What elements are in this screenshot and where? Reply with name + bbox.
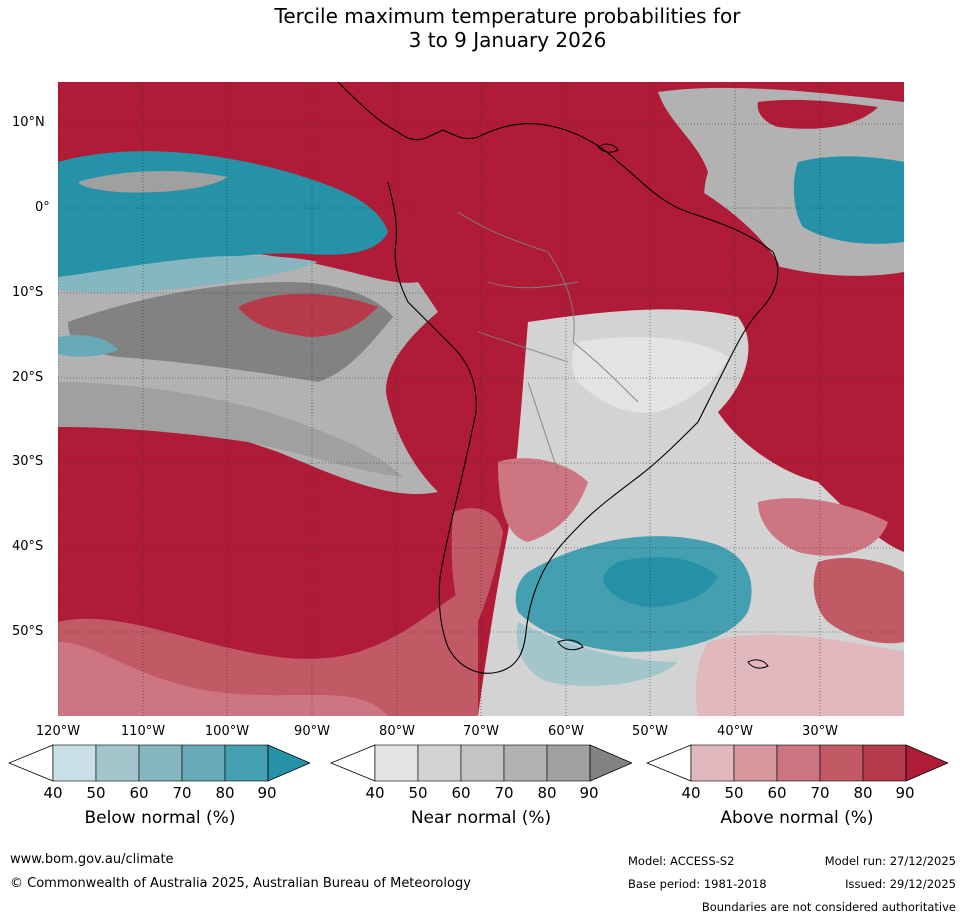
lat-label-10s: 10°S [12,285,44,300]
colorbar-segment-50 [417,744,462,782]
near-normal-lower-band [58,382,403,477]
near-tick-60: 60 [451,784,471,802]
near-normal-patch-north [78,170,228,193]
lat-label-0: 0° [35,200,50,215]
south-america-coastline [337,82,779,674]
colorbar-min-arrow [330,744,376,782]
colorbar-segment-60 [460,744,505,782]
below-normal-light-edge [516,622,678,686]
above-tick-70: 70 [810,784,830,802]
below-tick-80: 80 [215,784,235,802]
below-normal-pacific-edge [58,255,318,293]
near-tick-90: 90 [579,784,599,802]
colorbar-segment-40 [52,744,97,782]
near-tick-50: 50 [408,784,428,802]
below-tick-40: 40 [43,784,63,802]
below-normal-patch-west [58,335,118,357]
lat-label-10n: 10°N [12,115,45,130]
moderate-above-patagonia-west [451,508,503,632]
near-normal-colorbar [330,744,632,782]
light-above-region-southwest [58,642,388,716]
colorbar-segment-70 [181,744,226,782]
colorbar-segment-40 [690,744,735,782]
above-normal-colorbar [646,744,948,782]
above-tick-90: 90 [895,784,915,802]
lon-label-30w: 30°W [802,724,838,739]
above-tick-40: 40 [681,784,701,802]
lon-label-90w: 90°W [294,724,330,739]
boundaries-disclaimer: Boundaries are not considered authoritat… [701,900,956,914]
below-tick-50: 50 [86,784,106,802]
below-normal-north-atlantic [793,156,904,244]
lon-label-70w: 70°W [463,724,499,739]
below-normal-label: Below normal (%) [84,808,236,828]
country-borders [457,211,639,473]
near-tick-40: 40 [365,784,385,802]
above-normal-argentina [498,458,588,542]
near-tick-80: 80 [537,784,557,802]
above-tick-80: 80 [853,784,873,802]
above-normal-atlantic-patch [757,99,878,129]
colorbar-max-arrow [905,744,948,782]
issued-date: Issued: 29/12/2025 [845,877,956,891]
colorbar-segment-60 [138,744,183,782]
lat-label-50s: 50°S [12,624,44,639]
colorbar-segment-70 [503,744,548,782]
colorbar-segment-50 [95,744,140,782]
colorbar-max-arrow [589,744,632,782]
copyright-notice: © Commonwealth of Australia 2025, Austra… [10,876,471,891]
lon-label-40w: 40°W [717,724,753,739]
lon-label-100w: 100°W [204,724,250,739]
lat-label-30s: 30°S [12,454,44,469]
graticule [58,82,904,716]
base-period: Base period: 1981-2018 [628,877,767,891]
below-tick-60: 60 [129,784,149,802]
lon-label-110w: 110°W [120,724,166,739]
below-normal-south-atlantic-core [603,557,718,607]
below-normal-colorbar [8,744,310,782]
light-above-patch-south-atlantic [758,498,888,556]
below-tick-70: 70 [172,784,192,802]
lon-label-60w: 60°W [548,724,584,739]
above-tick-50: 50 [724,784,744,802]
map-title: Tercile maximum temperature probabilitie… [0,4,965,52]
colorbar-segment-70 [819,744,864,782]
below-tick-90: 90 [257,784,277,802]
colorbar-segment-80 [862,744,907,782]
website-link[interactable]: www.bom.gov.au/climate [10,852,174,867]
model-run-date: Model run: 27/12/2025 [824,854,956,868]
red-tongue-inside-band [238,293,378,337]
light-near-normal-core [572,337,728,413]
colorbar-segment-50 [733,744,778,782]
colorbar-segment-80 [224,744,269,782]
title-line-1: Tercile maximum temperature probabilitie… [274,4,741,28]
colorbar-segment-40 [374,744,419,782]
title-line-2: 3 to 9 January 2026 [408,28,607,52]
above-normal-south-america-north [398,134,782,342]
near-tick-70: 70 [494,784,514,802]
probability-map [58,82,904,716]
islands [557,143,769,669]
lat-label-20s: 20°S [12,370,44,385]
lat-label-40s: 40°S [12,539,44,554]
lon-label-80w: 80°W [379,724,415,739]
colorbar-max-arrow [267,744,310,782]
lon-label-50w: 50°W [632,724,668,739]
lon-label-120w: 120°W [35,724,81,739]
colorbar-min-arrow [646,744,692,782]
model-name: Model: ACCESS-S2 [628,854,735,868]
colorbar-min-arrow [8,744,54,782]
above-normal-label: Above normal (%) [720,808,874,828]
near-normal-label: Near normal (%) [410,808,552,828]
above-tick-60: 60 [767,784,787,802]
light-above-region-southeast [695,634,904,716]
above-normal-patch-east [813,557,904,644]
colorbar-segment-80 [546,744,591,782]
colorbar-segment-60 [776,744,821,782]
